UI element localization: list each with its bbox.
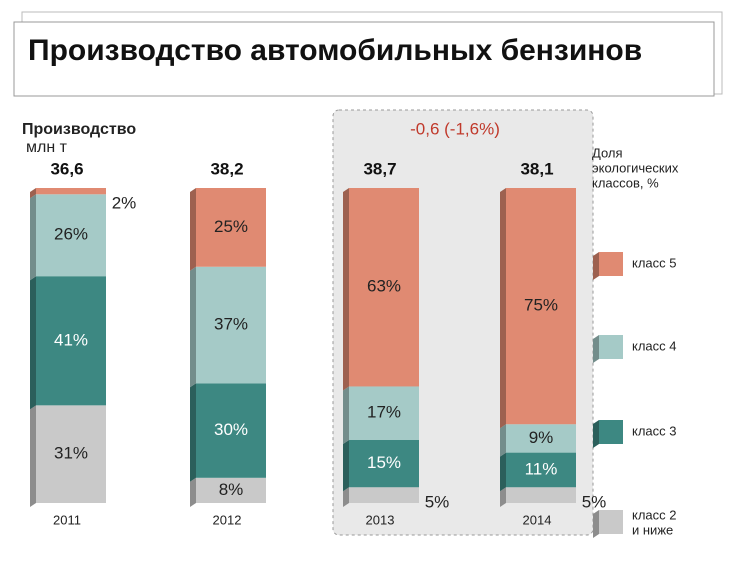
bar-side: [343, 386, 349, 444]
value-label: 2%: [112, 193, 137, 212]
bar-side: [190, 477, 196, 507]
annotation: -0,6 (-1,6%): [410, 119, 500, 138]
bar-side: [190, 383, 196, 482]
legend-label: класс 5: [632, 255, 677, 270]
x-tick-label: 2011: [53, 512, 81, 527]
bar-side: [500, 487, 506, 507]
bar-side: [30, 194, 36, 281]
value-label: 25%: [214, 217, 248, 236]
bar-segment: [196, 477, 266, 503]
value-label: 41%: [54, 330, 88, 349]
value-label: 30%: [214, 420, 248, 439]
legend-title: классов, %: [592, 175, 659, 190]
bar-segment: [36, 405, 106, 503]
bar-segment: [349, 487, 419, 503]
bar-segment: [349, 188, 419, 387]
y-label: млн т: [26, 139, 68, 156]
value-label: 9%: [529, 428, 554, 447]
bar-segment: [349, 440, 419, 488]
value-label: 63%: [367, 277, 401, 296]
legend-swatch: [599, 510, 623, 534]
bar-segment: [196, 383, 266, 478]
legend-title: экологических: [592, 160, 679, 175]
bar-side: [190, 188, 196, 271]
chart-title: Производство автомобильных бензинов: [28, 34, 642, 67]
bar-segment: [196, 266, 266, 384]
title-box: [13, 21, 715, 97]
total-label: 38,2: [210, 159, 243, 178]
bar-side: [500, 452, 506, 492]
value-label: 5%: [582, 493, 607, 512]
bar-segment: [506, 452, 576, 488]
value-label: 26%: [54, 225, 88, 244]
x-tick-label: 2012: [213, 512, 242, 527]
bar-side: [30, 276, 36, 410]
value-label: 15%: [367, 453, 401, 472]
value-label: 8%: [219, 480, 244, 499]
value-label: 75%: [524, 296, 558, 315]
bar-segment: [36, 194, 106, 277]
bar-side: [343, 188, 349, 391]
y-label: Производство: [22, 121, 136, 138]
value-label: 11%: [525, 459, 558, 478]
total-label: 38,1: [520, 159, 553, 178]
legend-side: [593, 420, 599, 448]
value-label: 37%: [214, 315, 248, 334]
bar-side: [190, 266, 196, 388]
bar-side: [30, 188, 36, 199]
legend-swatch: [599, 335, 623, 359]
legend-swatch: [599, 420, 623, 444]
total-label: 38,7: [363, 159, 396, 178]
legend-swatch: [599, 252, 623, 276]
legend-label: класс 2: [632, 507, 677, 522]
legend-title: Доля: [592, 145, 623, 160]
bar-side: [500, 424, 506, 457]
legend-label: и ниже: [632, 522, 673, 537]
bar-segment: [506, 487, 576, 503]
legend-label: класс 3: [632, 423, 677, 438]
bar-side: [30, 405, 36, 507]
bar-side: [343, 440, 349, 492]
bar-segment: [506, 424, 576, 453]
bar-segment: [36, 188, 106, 195]
bar-segment: [349, 386, 419, 440]
x-tick-label: 2013: [366, 512, 395, 527]
legend-side: [593, 335, 599, 363]
bar-segment: [196, 188, 266, 267]
x-tick-label: 2014: [523, 512, 552, 527]
value-label: 31%: [54, 444, 88, 463]
bar-side: [500, 188, 506, 429]
bar-segment: [36, 276, 106, 406]
bar-side: [343, 487, 349, 507]
legend-side: [593, 252, 599, 280]
total-label: 36,6: [50, 159, 83, 178]
value-label: 17%: [367, 403, 401, 422]
bar-segment: [506, 188, 576, 425]
legend-label: класс 4: [632, 338, 677, 353]
value-label: 5%: [425, 493, 450, 512]
legend-side: [593, 510, 599, 538]
